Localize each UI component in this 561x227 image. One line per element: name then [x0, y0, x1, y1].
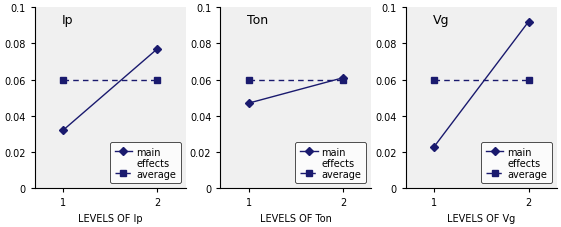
X-axis label: LEVELS OF Vg: LEVELS OF Vg	[447, 213, 516, 223]
Text: Vg: Vg	[433, 14, 449, 27]
Legend: main, effects, average: main, effects, average	[481, 142, 552, 184]
Text: Ip: Ip	[62, 14, 73, 27]
X-axis label: LEVELS OF Ip: LEVELS OF Ip	[78, 213, 142, 223]
Legend: main, effects, average: main, effects, average	[110, 142, 181, 184]
X-axis label: LEVELS OF Ton: LEVELS OF Ton	[260, 213, 332, 223]
Text: Ton: Ton	[247, 14, 269, 27]
Legend: main, effects, average: main, effects, average	[296, 142, 366, 184]
